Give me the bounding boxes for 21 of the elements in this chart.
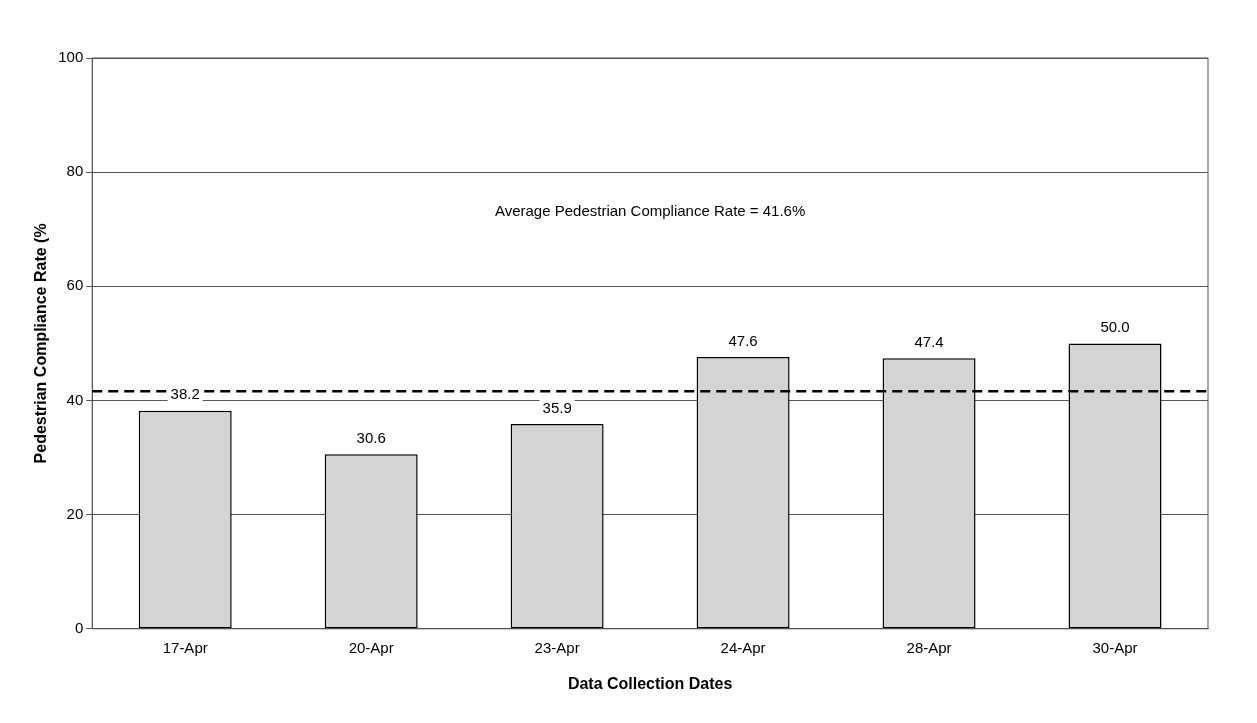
x-axis-title: Data Collection Dates [567, 674, 733, 692]
x-tick-label: 20-Apr [348, 638, 394, 656]
x-tick-label: 24-Apr [720, 638, 766, 656]
data-label: 30.6 [356, 428, 386, 446]
y-tick-label: 0 [74, 618, 84, 636]
annotation: Average Pedestrian Compliance Rate = 41.6% [494, 202, 806, 220]
y-tick-label: 40 [66, 390, 84, 408]
data-label: 47.6 [728, 331, 758, 349]
data-label: 50.0 [1100, 318, 1130, 336]
y-tick-label: 80 [66, 162, 84, 180]
x-tick-label: 28-Apr [906, 638, 952, 656]
y-tick-label: 60 [66, 276, 84, 294]
x-tick-label: 23-Apr [534, 638, 580, 656]
x-tick-label: 17-Apr [162, 638, 208, 656]
data-label: 38.2 [170, 385, 200, 403]
y-tick-label: 100 [58, 48, 84, 66]
x-tick-label: 30-Apr [1092, 638, 1138, 656]
y-axis-title: Pedestrian Compliance Rate (% [32, 223, 50, 464]
y-tick-label: 20 [66, 504, 84, 522]
data-label: 47.4 [914, 332, 944, 350]
data-label: 35.9 [542, 398, 572, 416]
